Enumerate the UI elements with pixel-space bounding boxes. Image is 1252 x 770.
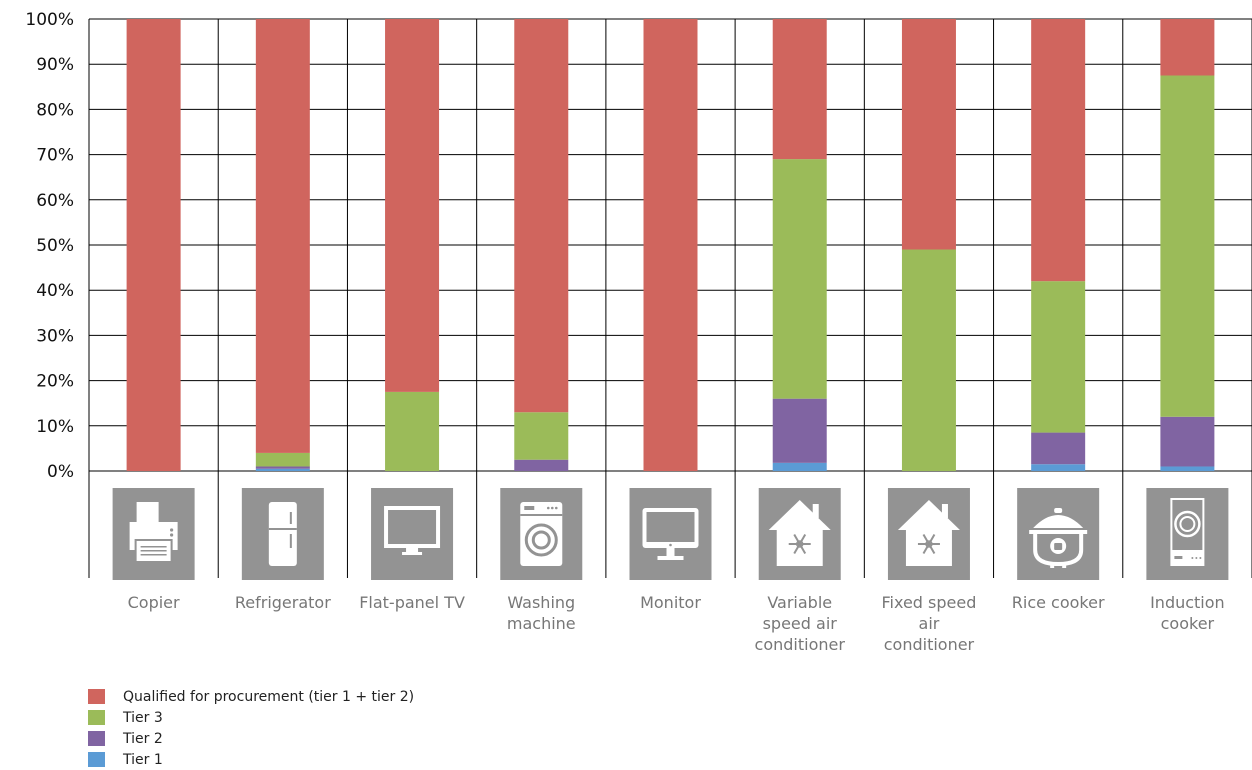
category-label-monitor: Monitor bbox=[640, 593, 701, 612]
house-snowflake-icon bbox=[758, 488, 841, 580]
bar-qualified-for-procurement-tier-1-tier-2-induction-cooker bbox=[1160, 19, 1215, 76]
bar-tier-3-induction-cooker bbox=[1160, 75, 1215, 417]
bar-qualified-for-procurement-tier-1-tier-2-rice-cooker bbox=[1031, 19, 1086, 282]
bar-tier-2-rice-cooker bbox=[1031, 432, 1086, 465]
bar-tier-2-refrigerator bbox=[255, 466, 310, 469]
legend-swatch-qualified bbox=[88, 689, 105, 704]
bar-tier-2-induction-cooker bbox=[1160, 416, 1215, 467]
bar-tier-3-fixed-speed-air-conditioner bbox=[901, 249, 956, 471]
axes-layer bbox=[88, 19, 1252, 578]
rice-cooker-icon bbox=[1017, 488, 1100, 580]
bar-tier-1-variable-speed-air-conditioner bbox=[772, 462, 827, 471]
bar-tier-3-refrigerator bbox=[255, 452, 310, 467]
category-label-flat-panel-tv: Flat-panel TV bbox=[359, 593, 465, 612]
bar-qualified-for-procurement-tier-1-tier-2-flat-panel-tv bbox=[385, 19, 440, 392]
bar-tier-1-refrigerator bbox=[255, 468, 310, 471]
legend-label-tier-3: Tier 3 bbox=[123, 709, 163, 726]
legend-label-tier-1: Tier 1 bbox=[123, 751, 163, 768]
category-label-induction-cooker: Induction cooker bbox=[1150, 593, 1225, 633]
bar-qualified-for-procurement-tier-1-tier-2-refrigerator bbox=[255, 19, 310, 453]
legend: Qualified for procurement (tier 1 + tier… bbox=[88, 686, 414, 770]
induction-cooker-icon bbox=[1146, 488, 1229, 580]
category-labels: Copier Refrigerator Flat-panel TV Washing ma… bbox=[128, 593, 1225, 654]
printer-icon bbox=[112, 488, 195, 580]
y-tick-label: 60% bbox=[36, 191, 74, 211]
category-label-copier: Copier bbox=[128, 593, 180, 612]
tv-icon bbox=[371, 488, 454, 580]
bar-tier-3-variable-speed-air-conditioner bbox=[772, 159, 827, 399]
y-tick-label: 10% bbox=[36, 417, 74, 437]
legend-item-tier-2: Tier 2 bbox=[88, 728, 414, 749]
bar-qualified-for-procurement-tier-1-tier-2-washing-machine bbox=[514, 19, 569, 413]
bar-qualified-for-procurement-tier-1-tier-2-fixed-speed-air-conditioner bbox=[901, 19, 956, 250]
legend-item-tier-1: Tier 1 bbox=[88, 749, 414, 770]
bar-qualified-for-procurement-tier-1-tier-2-copier bbox=[126, 19, 181, 471]
category-label-rice-cooker: Rice cooker bbox=[1012, 593, 1105, 612]
bar-qualified-for-procurement-tier-1-tier-2-monitor bbox=[643, 19, 698, 471]
bar-tier-3-washing-machine bbox=[514, 412, 569, 460]
bars-layer bbox=[126, 19, 1215, 471]
bar-tier-3-rice-cooker bbox=[1031, 281, 1086, 433]
legend-item-qualified: Qualified for procurement (tier 1 + tier… bbox=[88, 686, 414, 707]
y-tick-label: 0% bbox=[47, 462, 74, 482]
legend-label-tier-2: Tier 2 bbox=[123, 730, 163, 747]
monitor-icon bbox=[629, 488, 712, 580]
stacked-bar-chart: 0% 10% 20% 30% 40% 50% 60% 70% 80% 90% 100% Copier… bbox=[25, 10, 1252, 654]
legend-label-qualified: Qualified for procurement (tier 1 + tier… bbox=[123, 688, 415, 705]
category-label-fixed-speed-air-conditioner: Fixed speed air conditioner bbox=[881, 593, 976, 654]
legend-swatch-tier-2 bbox=[88, 731, 105, 746]
y-tick-label: 70% bbox=[36, 146, 74, 166]
legend-item-tier-3: Tier 3 bbox=[88, 707, 414, 728]
bar-tier-1-induction-cooker bbox=[1160, 466, 1215, 471]
category-label-washing-machine: Washing machine bbox=[507, 593, 576, 633]
washing-machine-icon bbox=[500, 488, 583, 580]
bar-tier-2-variable-speed-air-conditioner bbox=[772, 398, 827, 463]
y-tick-label: 50% bbox=[36, 236, 74, 256]
category-icons bbox=[112, 488, 1229, 580]
y-tick-label: 90% bbox=[36, 55, 74, 75]
y-tick-labels: 0% 10% 20% 30% 40% 50% 60% 70% 80% 90% 100% bbox=[25, 10, 74, 482]
legend-swatch-tier-3 bbox=[88, 710, 105, 725]
y-tick-label: 30% bbox=[36, 326, 74, 346]
category-label-refrigerator: Refrigerator bbox=[235, 593, 331, 612]
bar-qualified-for-procurement-tier-1-tier-2-variable-speed-air-conditioner bbox=[772, 19, 827, 160]
y-tick-label: 80% bbox=[36, 100, 74, 120]
y-tick-label: 100% bbox=[25, 10, 74, 30]
y-tick-label: 20% bbox=[36, 372, 74, 392]
bar-tier-2-washing-machine bbox=[514, 459, 569, 471]
category-label-variable-speed-air-conditioner: Variable speed air conditioner bbox=[755, 593, 846, 654]
y-tick-label: 40% bbox=[36, 281, 74, 301]
bar-tier-3-flat-panel-tv bbox=[385, 391, 440, 471]
legend-swatch-tier-1 bbox=[88, 752, 105, 767]
refrigerator-icon bbox=[241, 488, 324, 580]
bar-tier-1-rice-cooker bbox=[1031, 464, 1086, 471]
house-snowflake-icon bbox=[887, 488, 970, 580]
